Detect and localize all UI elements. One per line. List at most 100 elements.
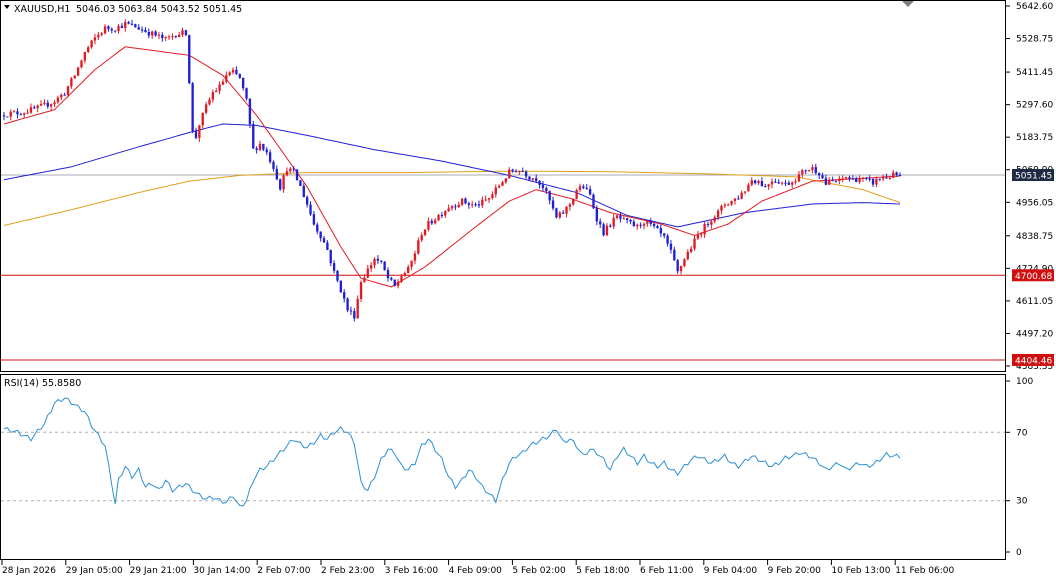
- candle: [649, 218, 652, 227]
- candle: [518, 170, 521, 175]
- candle: [76, 67, 80, 77]
- candle: [669, 240, 673, 254]
- price-tick-label: 5411.45: [1016, 68, 1053, 78]
- candle: [117, 24, 120, 34]
- candle: [248, 98, 252, 129]
- candle: [878, 178, 881, 182]
- candle: [817, 172, 821, 180]
- ma-mid-line: [3, 123, 901, 228]
- candle: [555, 207, 558, 219]
- candle: [245, 87, 248, 101]
- price-tags: 5051.45 4700.68 4404.46: [1012, 169, 1054, 366]
- rsi-panel-frame: [0, 374, 1006, 560]
- time-tick-label: 9 Feb 04:00: [704, 566, 758, 576]
- candle: [605, 223, 609, 237]
- candle: [831, 176, 834, 182]
- horizontal-levels[interactable]: [1, 174, 1005, 361]
- candle: [504, 178, 508, 184]
- candle: [892, 170, 895, 179]
- candle: [841, 175, 844, 183]
- candle: [87, 45, 90, 54]
- candle: [376, 255, 380, 264]
- candle: [514, 169, 518, 173]
- current-price-tag: [1012, 169, 1054, 182]
- candle: [211, 89, 215, 103]
- candle: [767, 183, 770, 190]
- candle: [875, 176, 878, 188]
- level-price-tag: [1012, 269, 1054, 282]
- candle: [164, 36, 167, 42]
- candle: [609, 223, 612, 228]
- candle: [93, 33, 97, 45]
- candle: [713, 215, 716, 224]
- candle: [848, 175, 851, 182]
- candle: [215, 87, 218, 93]
- candle: [238, 73, 241, 79]
- candle: [885, 173, 888, 179]
- candle: [282, 174, 285, 193]
- candle: [161, 32, 164, 42]
- candle: [568, 202, 572, 211]
- candle: [423, 229, 427, 237]
- candle: [39, 100, 43, 106]
- price-tick-label: 5297.60: [1016, 101, 1053, 111]
- candle: [191, 81, 194, 134]
- candle: [326, 240, 329, 251]
- candle: [666, 233, 669, 247]
- candle: [73, 75, 76, 79]
- candle: [369, 262, 373, 272]
- candle: [265, 146, 268, 156]
- candle: [720, 204, 723, 215]
- candle: [460, 198, 464, 207]
- candle: [302, 183, 305, 198]
- rsi-y-axis: 100 70 30 0: [1005, 377, 1033, 558]
- symbol-menu-icon[interactable]: [4, 5, 10, 9]
- candle: [511, 168, 514, 173]
- chart-shift-marker-icon[interactable]: [902, 1, 914, 7]
- candle: [208, 97, 211, 106]
- candle: [838, 175, 841, 185]
- candle: [595, 205, 599, 226]
- candle: [491, 191, 494, 200]
- candle: [494, 184, 497, 198]
- candle: [888, 176, 892, 180]
- candle: [535, 174, 538, 184]
- candle: [457, 201, 460, 208]
- time-tick-label: 30 Jan 14:00: [193, 566, 250, 576]
- candle: [710, 219, 713, 229]
- candle: [49, 103, 53, 111]
- price-tick-label: 5183.75: [1016, 133, 1053, 143]
- candle: [716, 208, 720, 221]
- candle: [228, 71, 231, 77]
- candle: [865, 176, 868, 181]
- candle: [592, 193, 595, 209]
- candle: [346, 297, 349, 313]
- candle: [471, 200, 474, 208]
- candle: [706, 221, 710, 228]
- candle: [43, 99, 46, 106]
- candle: [353, 308, 356, 322]
- time-tick-label: 2 Feb 07:00: [257, 566, 311, 576]
- price-tick-label: 4611.05: [1016, 297, 1053, 307]
- candle: [676, 258, 679, 274]
- candle: [100, 32, 103, 37]
- candle: [151, 30, 154, 39]
- candle: [380, 260, 383, 264]
- candle: [198, 124, 201, 142]
- candle: [390, 276, 393, 281]
- candle: [440, 211, 444, 219]
- rsi-tick-label: 70: [1016, 428, 1028, 438]
- candle: [53, 100, 56, 107]
- candle: [585, 184, 588, 190]
- candle: [642, 222, 646, 230]
- candle: [107, 25, 110, 32]
- candle: [652, 222, 656, 229]
- candle: [225, 71, 228, 84]
- candle: [871, 177, 875, 187]
- candle: [632, 219, 636, 227]
- candle: [403, 271, 407, 277]
- candle: [420, 232, 423, 243]
- candle: [252, 120, 255, 150]
- candle: [319, 231, 322, 242]
